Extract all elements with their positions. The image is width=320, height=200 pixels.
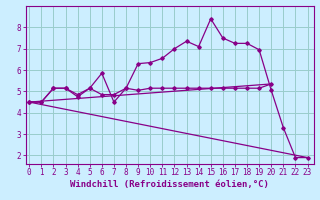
X-axis label: Windchill (Refroidissement éolien,°C): Windchill (Refroidissement éolien,°C) — [70, 180, 269, 189]
